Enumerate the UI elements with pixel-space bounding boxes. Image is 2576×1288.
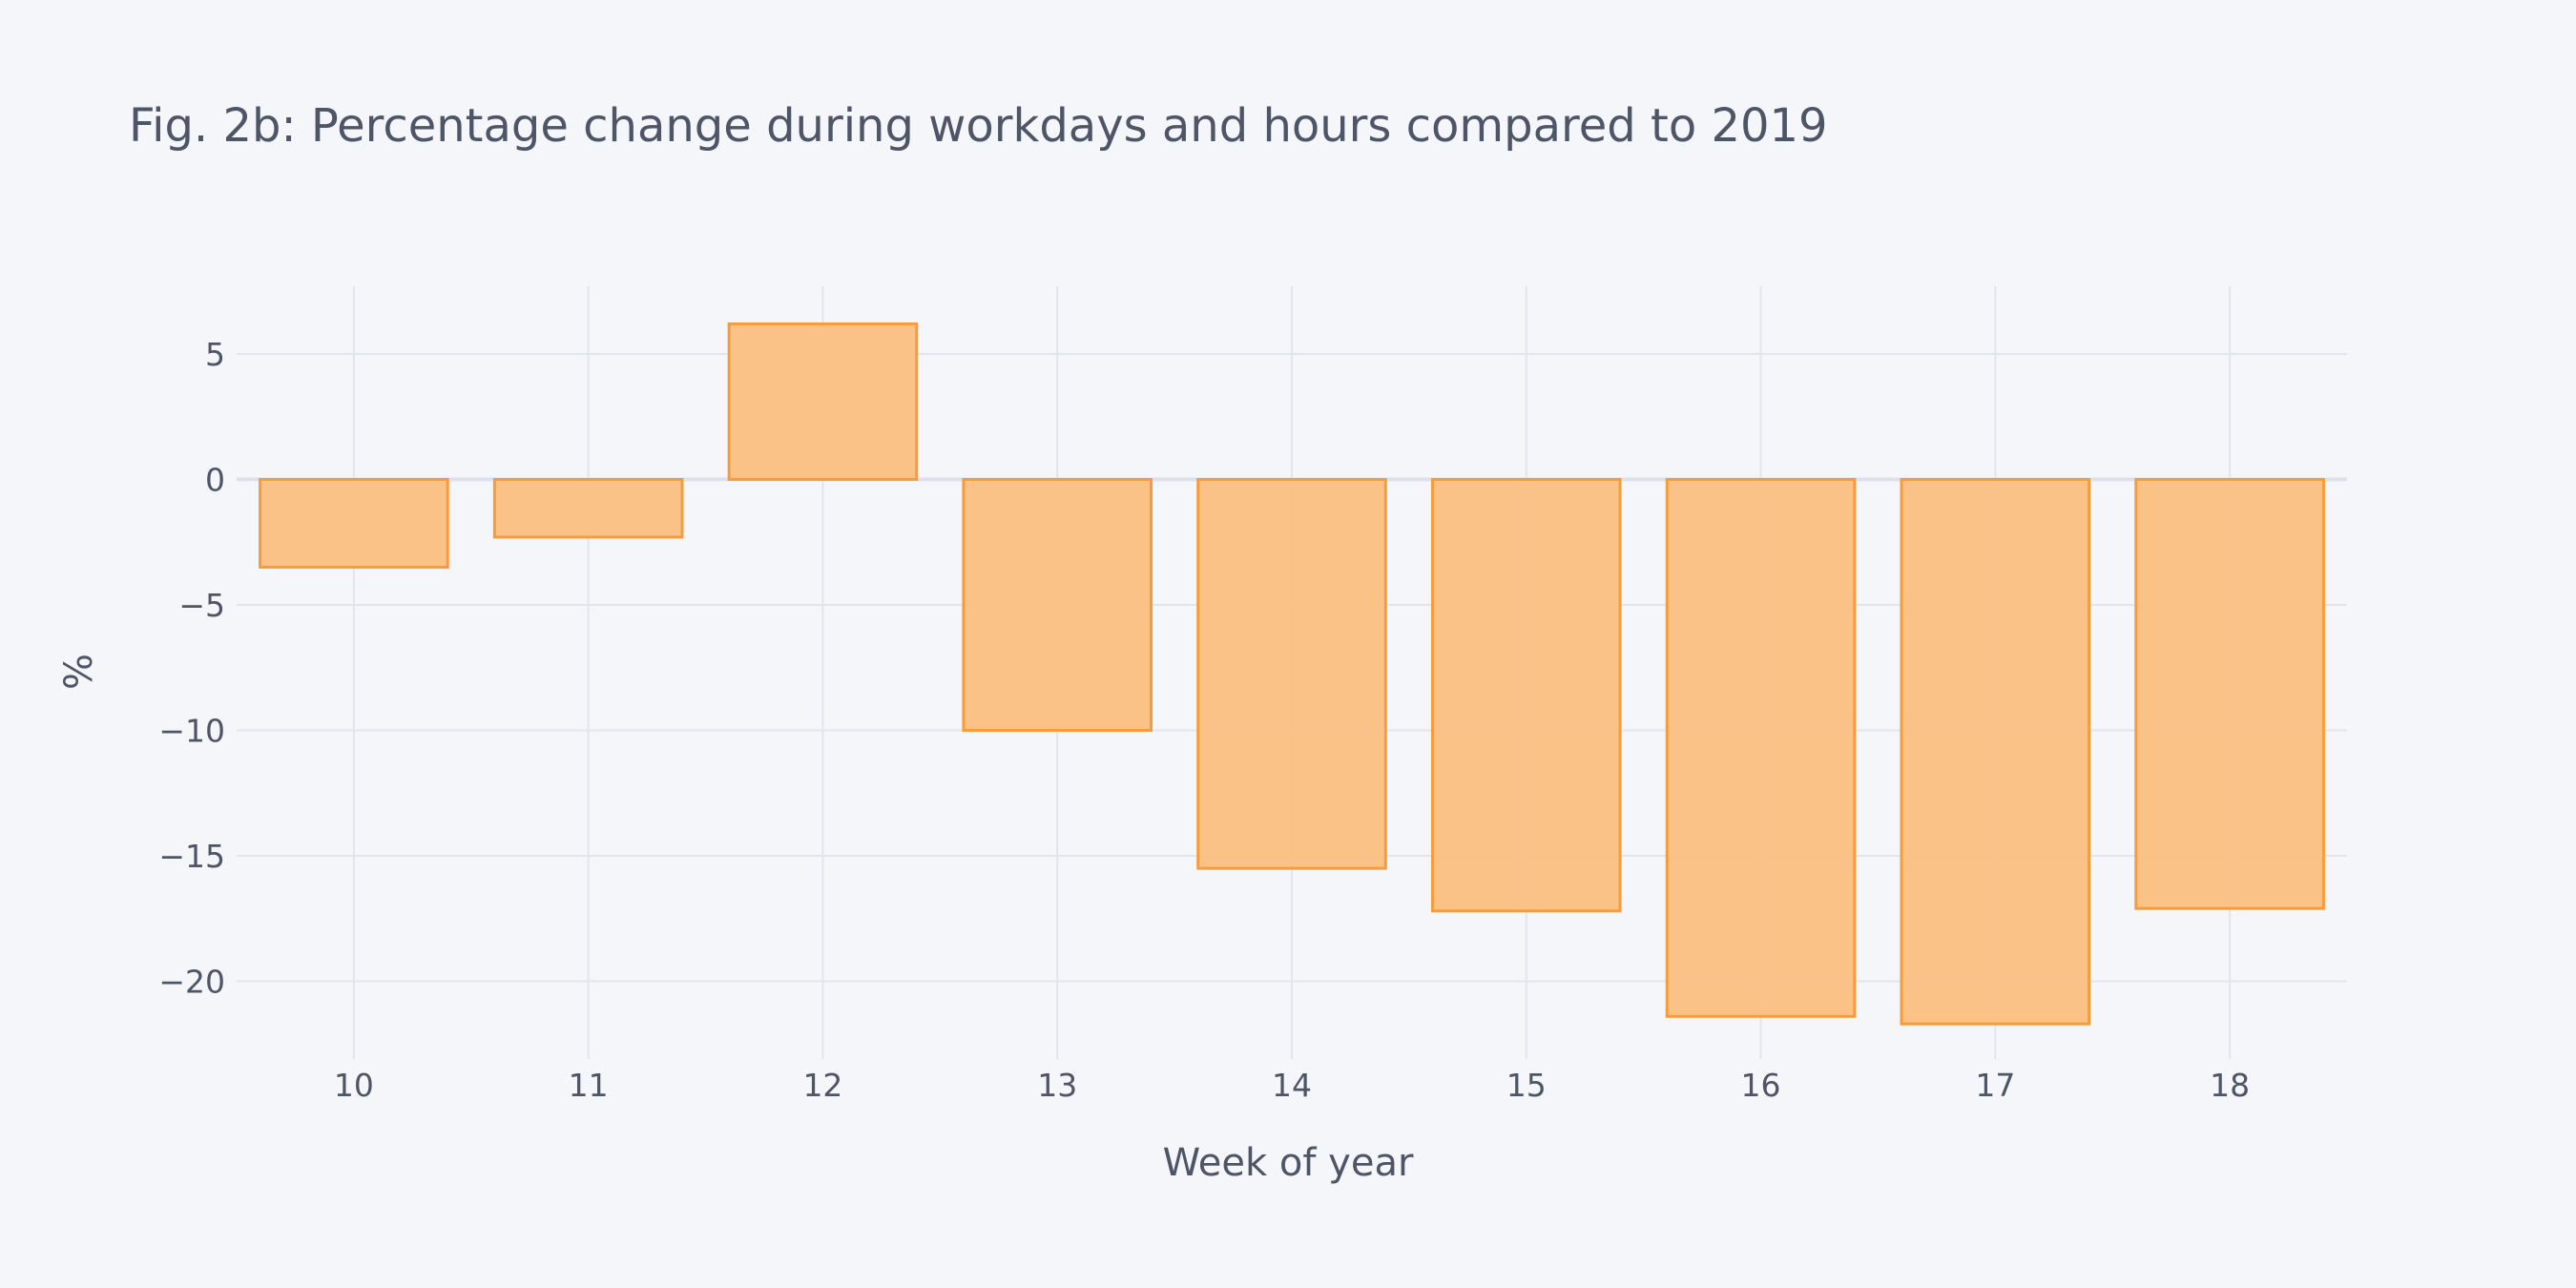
x-tick-label: 18	[2210, 1067, 2250, 1104]
y-axis-title: %	[57, 654, 101, 690]
y-tick-label: −10	[158, 712, 225, 749]
x-tick-label: 16	[1741, 1067, 1781, 1104]
bar-week-10[interactable]	[259, 478, 449, 570]
bar-layer	[259, 322, 2325, 1026]
y-tick-label: 5	[205, 336, 225, 373]
x-tick-label: 14	[1272, 1067, 1312, 1104]
y-tick-label: −15	[158, 838, 225, 875]
x-tick-label: 13	[1037, 1067, 1077, 1104]
bar-week-14[interactable]	[1196, 478, 1387, 870]
y-tick-label: −5	[178, 587, 225, 624]
x-tick-label: 11	[569, 1067, 609, 1104]
x-tick-label: 15	[1506, 1067, 1547, 1104]
x-tick-label: 12	[802, 1067, 842, 1104]
bar-week-11[interactable]	[492, 478, 684, 539]
bar-week-16[interactable]	[1665, 478, 1857, 1018]
tick-layer: 5 0 −5 −10 −15 −20 10 11 12 13 14 15 16 17 18	[158, 336, 2250, 1104]
y-tick-label: −20	[158, 963, 225, 1000]
bar-week-15[interactable]	[1430, 478, 1622, 913]
bar-week-18[interactable]	[2134, 478, 2325, 910]
bar-week-13[interactable]	[962, 478, 1153, 732]
x-tick-label: 17	[1975, 1067, 2015, 1104]
bar-week-12[interactable]	[727, 322, 919, 481]
y-tick-label: 0	[205, 462, 225, 499]
chart-title: Fig. 2b: Percentage change during workda…	[129, 99, 1828, 153]
x-axis-title: Week of year	[1163, 1141, 1414, 1185]
bar-week-17[interactable]	[1900, 478, 2091, 1026]
x-tick-label: 10	[334, 1067, 374, 1104]
